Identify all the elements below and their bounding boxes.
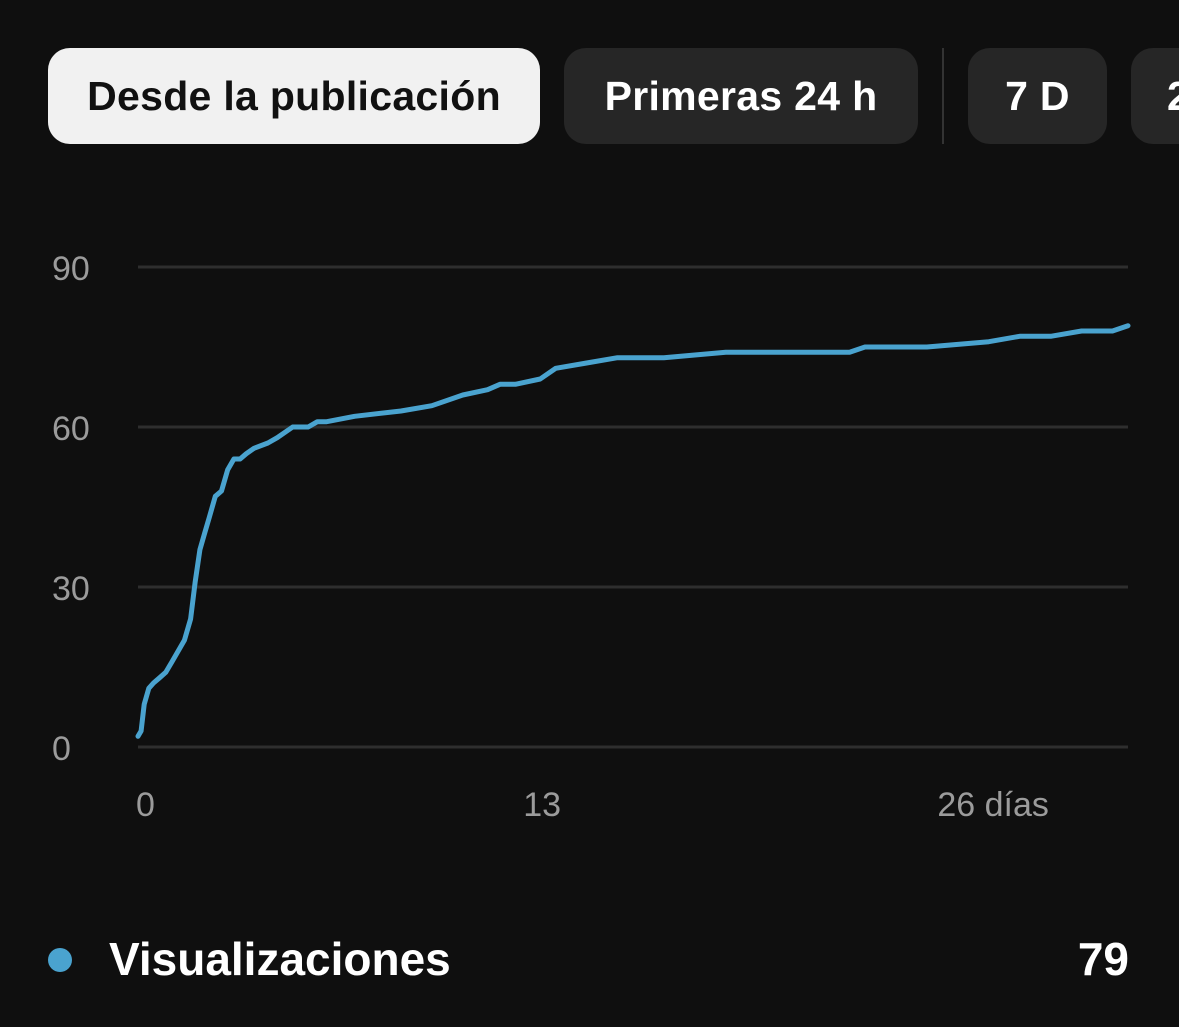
data-point [352, 414, 357, 419]
tab-7-days[interactable]: 7 D [968, 48, 1107, 144]
data-point [723, 350, 728, 355]
tab-label: 7 D [1005, 72, 1070, 119]
data-point [142, 702, 147, 707]
tab-label: Desde la publicación [87, 72, 501, 119]
legend-total-value: 79 [1077, 933, 1129, 985]
data-point [290, 424, 295, 430]
data-point [785, 350, 790, 355]
data-point [138, 728, 144, 734]
y-tick-label: 30 [52, 570, 90, 608]
views-line-chart: 0 30 60 90 0 13 26 días [52, 250, 1131, 824]
data-point [213, 494, 218, 499]
data-point [924, 344, 930, 350]
data-point [1110, 328, 1115, 334]
data-point [324, 419, 329, 424]
data-point [237, 456, 243, 462]
chart-legend: Visualizaciones 79 [0, 915, 1179, 1005]
y-tick-label: 60 [52, 410, 90, 448]
data-point [538, 376, 543, 382]
tab-partial-offscreen[interactable]: 2 [1131, 48, 1179, 144]
data-point [1125, 323, 1131, 328]
data-point [429, 403, 435, 408]
data-point [315, 419, 320, 424]
x-tick-label: 13 [523, 786, 561, 824]
data-point [202, 531, 207, 536]
data-point [497, 382, 503, 387]
data-point [169, 659, 175, 664]
x-tick-label: 0 [136, 786, 155, 824]
y-tick-label: 90 [52, 250, 90, 288]
data-point [862, 344, 868, 350]
data-point [878, 344, 883, 350]
data-point [182, 638, 187, 643]
tab-label: 2 [1167, 72, 1179, 119]
data-point [157, 675, 162, 680]
legend-series-label: Visualizaciones [109, 933, 451, 985]
data-point [135, 734, 141, 739]
data-point [513, 382, 518, 387]
series-color-dot [48, 948, 72, 972]
tab-label: Primeras 24 h [604, 72, 878, 119]
data-point [661, 355, 667, 360]
x-tick-label: 26 días [937, 786, 1049, 824]
data-point [1017, 334, 1022, 339]
data-point [251, 446, 257, 451]
data-point [1094, 328, 1100, 334]
data-point [151, 680, 156, 686]
data-point [265, 440, 271, 446]
data-point [176, 648, 181, 654]
data-point [986, 339, 991, 344]
data-point [615, 355, 620, 360]
data-point [231, 456, 237, 462]
data-point [207, 515, 212, 520]
data-point [146, 686, 151, 691]
data-point [225, 467, 230, 472]
data-point [553, 366, 558, 371]
data-point [244, 451, 249, 456]
series-line-0 [135, 323, 1131, 739]
data-point [188, 616, 193, 622]
data-point [460, 392, 465, 398]
data-point [584, 360, 589, 366]
tab-first-24h[interactable]: Primeras 24 h [564, 48, 918, 144]
data-point [193, 579, 198, 584]
data-point [485, 387, 490, 392]
data-point [219, 488, 224, 494]
data-point [163, 670, 168, 675]
data-point [306, 424, 311, 430]
data-point [398, 408, 404, 414]
tab-divider [942, 48, 944, 144]
data-point [847, 350, 852, 355]
data-point [1048, 334, 1053, 339]
data-point [197, 547, 203, 552]
tab-since-publication[interactable]: Desde la publicación [48, 48, 540, 144]
data-point [275, 435, 280, 440]
data-point [1079, 328, 1084, 334]
y-tick-label: 0 [52, 730, 71, 768]
